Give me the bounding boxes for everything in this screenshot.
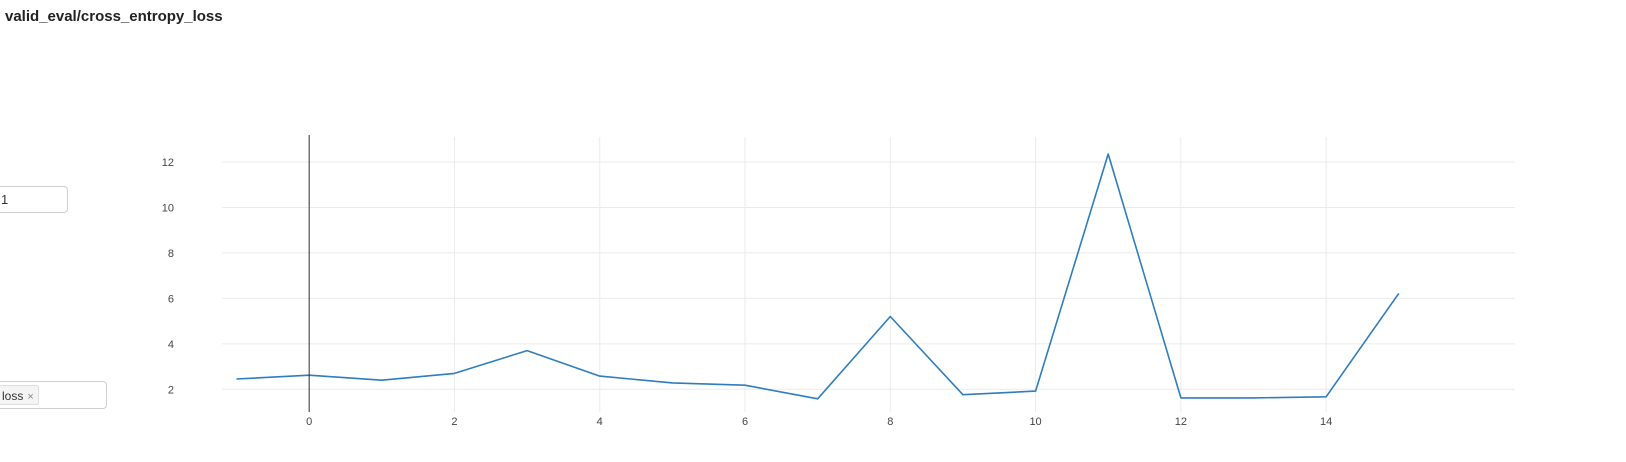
smoothing-value: 1 bbox=[1, 192, 9, 207]
y-tick-label: 8 bbox=[168, 248, 174, 260]
close-icon[interactable]: × bbox=[27, 391, 34, 403]
x-tick-label: 2 bbox=[451, 416, 457, 428]
x-tick-label: 10 bbox=[1029, 416, 1041, 428]
data-point bbox=[526, 349, 528, 351]
x-tick-label: 0 bbox=[306, 416, 312, 428]
x-tick-label: 6 bbox=[742, 416, 748, 428]
data-point bbox=[889, 315, 891, 317]
x-tick-label: 14 bbox=[1320, 416, 1332, 428]
smoothing-input[interactable]: 1 bbox=[0, 186, 68, 213]
data-point bbox=[1034, 390, 1036, 392]
y-tick-label: 12 bbox=[162, 157, 174, 169]
chart-title: valid_eval/cross_entropy_loss bbox=[5, 8, 223, 25]
y-tick-label: 2 bbox=[168, 384, 174, 396]
data-point bbox=[1252, 397, 1254, 399]
tick-labels: 2 4 6 8 10 12 0 2 4 6 8 10 12 14 bbox=[162, 157, 1333, 428]
series-line bbox=[236, 153, 1400, 400]
series-layer bbox=[235, 153, 1400, 400]
data-point bbox=[599, 375, 601, 377]
y-tick-label: 10 bbox=[162, 202, 174, 214]
tag-chip-label: loss bbox=[2, 389, 24, 403]
data-point bbox=[671, 382, 673, 384]
tag-select[interactable]: loss × bbox=[0, 381, 107, 409]
tag-chip: loss × bbox=[0, 385, 39, 405]
x-tick-label: 8 bbox=[887, 416, 893, 428]
data-point bbox=[1325, 396, 1327, 398]
data-point bbox=[235, 378, 237, 380]
x-tick-label: 12 bbox=[1175, 416, 1187, 428]
data-point bbox=[962, 394, 964, 396]
data-point bbox=[381, 379, 383, 381]
y-tick-label: 6 bbox=[168, 293, 174, 305]
data-point bbox=[1107, 153, 1109, 155]
y-tick-label: 4 bbox=[168, 339, 174, 351]
data-point bbox=[1398, 292, 1400, 294]
data-point bbox=[816, 398, 818, 400]
x-tick-label: 4 bbox=[597, 416, 603, 428]
grid bbox=[222, 137, 1515, 412]
data-point bbox=[1180, 397, 1182, 399]
data-point bbox=[453, 372, 455, 374]
data-point bbox=[744, 384, 746, 386]
